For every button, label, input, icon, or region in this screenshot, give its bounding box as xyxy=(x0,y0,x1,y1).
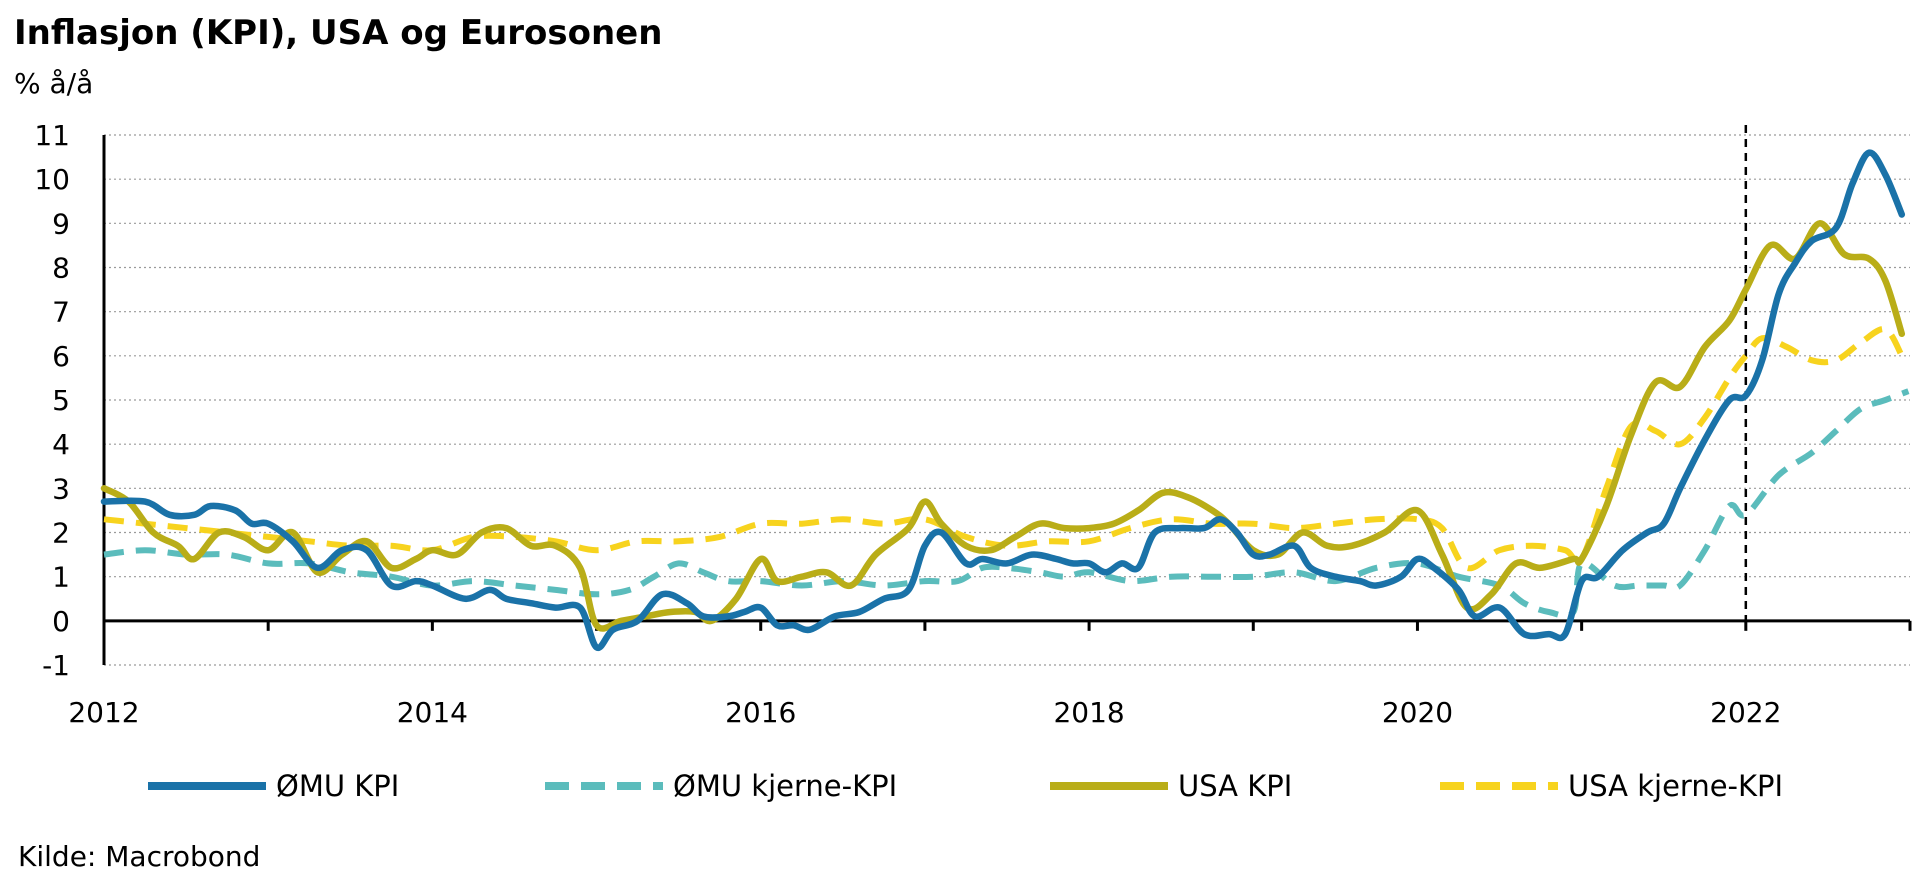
source-note: Kilde: Macrobond xyxy=(18,840,260,873)
x-tick-label: 2016 xyxy=(725,696,796,729)
y-unit-label: % å/å xyxy=(14,67,93,100)
y-tick-label: 0 xyxy=(52,605,70,638)
x-tick-label: 2022 xyxy=(1710,696,1781,729)
series-line-2 xyxy=(100,220,1906,632)
y-tick-label: 7 xyxy=(52,296,70,329)
x-tick-label: 2012 xyxy=(68,696,139,729)
y-tick-label: 5 xyxy=(52,384,70,417)
y-tick-label: 8 xyxy=(52,252,70,285)
axes xyxy=(102,125,1912,665)
x-tick-label: 2018 xyxy=(1053,696,1124,729)
y-axis-ticks: -1 0 1 2 3 4 5 6 7 8 9 10 11 xyxy=(34,119,70,682)
series-line-3 xyxy=(103,326,1905,572)
legend-label: ØMU kjerne-KPI xyxy=(673,769,897,803)
series-line-0 xyxy=(100,149,1906,652)
legend-label: USA KPI xyxy=(1178,769,1292,803)
series-layer xyxy=(100,149,1910,652)
y-tick-label: 1 xyxy=(52,561,70,594)
x-tick-label: 2014 xyxy=(397,696,468,729)
y-tick-label: 9 xyxy=(52,207,70,240)
legend-label: ØMU KPI xyxy=(276,769,399,803)
grid xyxy=(104,134,1910,666)
series-line-1 xyxy=(103,388,1910,619)
chart-title: Inflasjon (KPI), USA og Eurosonen xyxy=(14,13,662,53)
x-tick-label: 2020 xyxy=(1382,696,1453,729)
legend: ØMU KPI ØMU kjerne-KPI USA KPI USA kjerne-K… xyxy=(148,769,1783,803)
y-tick-label: 3 xyxy=(52,472,70,505)
legend-label: USA kjerne-KPI xyxy=(1568,769,1783,803)
x-axis-ticks: 2012 2014 2016 2018 2020 2022 xyxy=(68,696,1781,729)
y-tick-label: -1 xyxy=(42,649,70,682)
y-tick-label: 4 xyxy=(52,428,70,461)
y-tick-label: 6 xyxy=(52,340,70,373)
y-tick-label: 10 xyxy=(34,163,70,196)
y-tick-label: 11 xyxy=(34,119,70,152)
y-tick-label: 2 xyxy=(52,517,70,550)
